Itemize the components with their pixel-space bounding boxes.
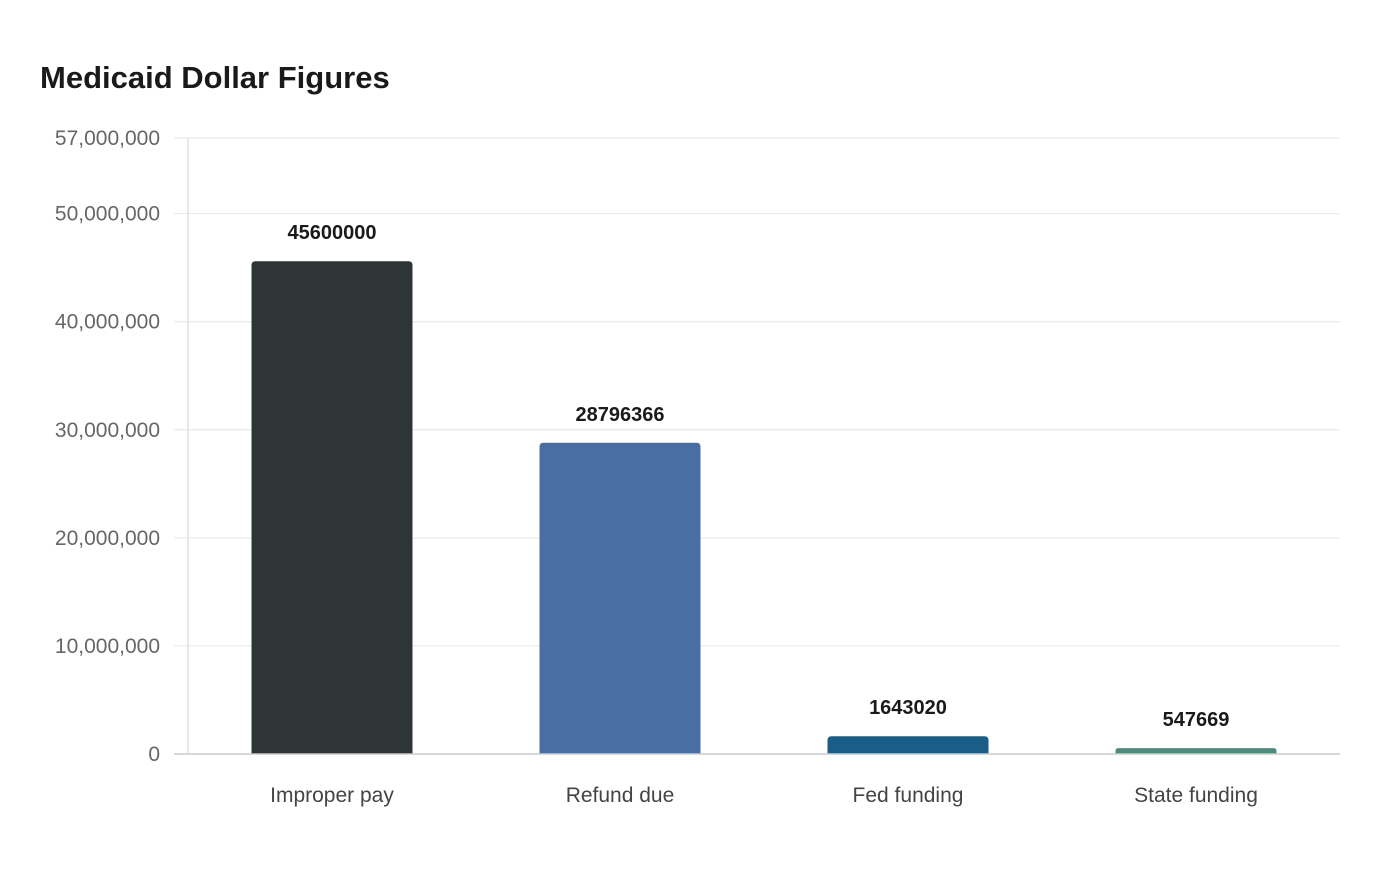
y-tick-label: 40,000,000 — [55, 311, 160, 334]
y-tick-label: 50,000,000 — [55, 203, 160, 226]
y-axis-tick-labels: 0 10,000,000 20,000,000 30,000,000 40,000,00… — [55, 127, 160, 766]
y-tick-label: 0 — [148, 743, 160, 766]
x-tick-label: Fed funding — [853, 784, 964, 807]
bar-refund-due — [539, 442, 701, 754]
x-tick-label: Improper pay — [270, 784, 394, 807]
bars — [251, 261, 1277, 754]
chart-title: Medicaid Dollar Figures — [40, 60, 390, 95]
axes — [174, 138, 1340, 755]
bar-improper-pay — [251, 261, 413, 754]
data-label: 547669 — [1163, 709, 1230, 731]
y-tick-label: 10,000,000 — [55, 635, 160, 658]
x-axis-tick-labels: Improper pay Refund due Fed funding State f… — [270, 784, 1258, 807]
data-label: 28796366 — [576, 404, 665, 426]
data-label: 1643020 — [869, 697, 947, 719]
x-tick-label: Refund due — [566, 784, 675, 807]
bar-fed-funding — [827, 736, 989, 754]
y-tick-label: 20,000,000 — [55, 527, 160, 550]
x-tick-label: State funding — [1134, 784, 1258, 807]
bar-state-funding — [1115, 748, 1277, 754]
y-tick-label: 30,000,000 — [55, 419, 160, 442]
y-tick-label: 57,000,000 — [55, 127, 160, 150]
data-label: 45600000 — [288, 222, 377, 244]
data-labels: 45600000 28796366 1643020 547669 — [288, 222, 1230, 731]
